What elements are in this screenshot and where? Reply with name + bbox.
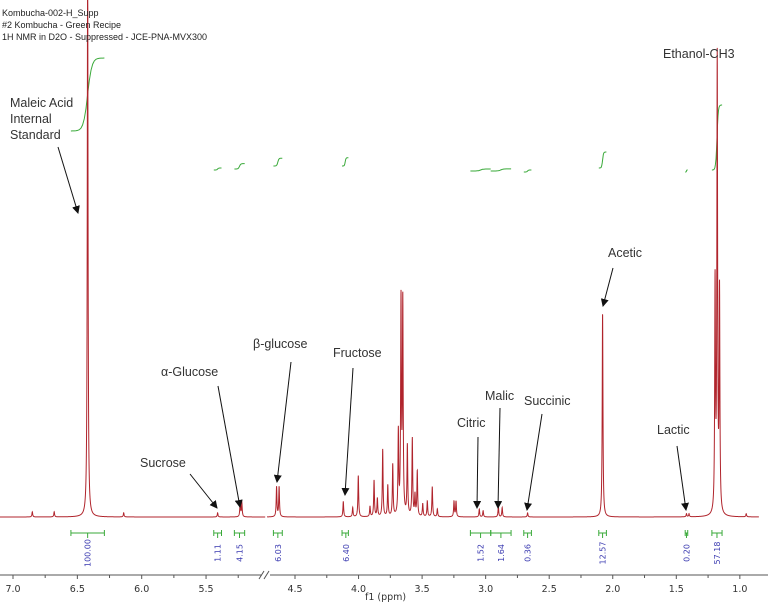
annotation-ethanol-ch3: Ethanol-CH3 <box>663 47 735 61</box>
annotation-maleic-acid: Maleic Acid <box>10 96 73 110</box>
x-tick-label: 6.0 <box>134 584 149 595</box>
annotation-fructose: Fructose <box>333 346 382 360</box>
spectrum-segment-left <box>0 0 266 518</box>
sample-id: Kombucha-002-H_Supp <box>2 8 99 18</box>
annotation-lactic: Lactic <box>657 423 690 437</box>
spectrum-segment-right <box>266 47 759 518</box>
annotation-arrow-beta-glucose <box>273 361 292 483</box>
integral-value: 1.64 <box>497 544 506 562</box>
annotation-arrow-lactic <box>676 445 689 511</box>
integral-curve <box>523 169 532 173</box>
integral-curve <box>598 151 607 169</box>
integral-curves <box>70 57 723 173</box>
annotation-arrow-alpha-glucose <box>217 385 243 508</box>
spectrum-header: Kombucha-002-H_Supp #2 Kombucha - Green … <box>2 7 207 43</box>
x-axis-label: f1 (ppm) <box>365 592 406 603</box>
annotation-arrow-succinic <box>524 413 543 511</box>
annotation-malic: Malic <box>485 389 514 403</box>
annotation-maleic-acid: Standard <box>10 128 61 142</box>
integral-value: 1.52 <box>477 544 486 562</box>
annotation-arrow-maleic-acid <box>57 146 80 214</box>
integral-value: 4.15 <box>236 544 245 562</box>
integral-brackets: 100.00 1.11 4.15 6.03 6.40 1.52 1.64 0.36 12.57 0… <box>70 530 723 567</box>
integral-value: 100.00 <box>84 539 93 567</box>
annotation-arrow-fructose <box>341 367 354 496</box>
integral-value: 6.03 <box>274 544 283 562</box>
integral-curve <box>685 169 688 173</box>
integral-curve <box>470 168 491 172</box>
integral-curve <box>234 163 245 170</box>
integral-curve <box>213 167 222 171</box>
annotation-arrow-malic <box>494 407 503 509</box>
integral-value: 12.57 <box>599 542 608 565</box>
annotation-succinic: Succinic <box>524 394 571 408</box>
x-tick-label: 2.0 <box>605 584 620 595</box>
x-tick-label: 4.0 <box>351 584 366 595</box>
integral-value: 57.18 <box>713 542 722 565</box>
annotation-arrow-sucrose <box>189 473 218 509</box>
x-axis: 7.0 6.5 6.0 5.5 4.5 4.0 3.5 3.0 2.5 2.0 1.5 1.0 <box>0 570 768 595</box>
axis-break-mark <box>258 570 270 580</box>
experiment-description: 1H NMR in D2O - Suppressed - JCE-PNA-MVX… <box>2 32 208 42</box>
annotation-citric: Citric <box>457 416 485 430</box>
x-tick-label: 2.5 <box>542 584 557 595</box>
integral-curve <box>490 168 512 172</box>
integral-value: 0.36 <box>524 544 533 562</box>
annotation-arrow-citric <box>473 436 482 509</box>
x-tick-label: 4.5 <box>287 584 302 595</box>
annotation-acetic: Acetic <box>608 246 642 260</box>
integral-curve <box>342 157 349 167</box>
x-tick-label: 3.5 <box>415 584 430 595</box>
spectrum-trace <box>0 0 759 518</box>
x-tick-label: 1.5 <box>669 584 684 595</box>
x-tick-label: 7.0 <box>5 584 20 595</box>
sample-description: #2 Kombucha - Green Recipe <box>2 20 122 30</box>
annotation-arrow-acetic <box>600 267 614 307</box>
integral-value: 0.20 <box>682 544 691 562</box>
annotation-beta-glucose: β-glucose <box>253 337 307 351</box>
annotation-alpha-glucose: α-Glucose <box>161 365 218 379</box>
x-tick-label: 6.5 <box>70 584 85 595</box>
peak-annotations: Maleic Acid Internal Standard Sucrose α-Gluc… <box>10 47 735 511</box>
x-tick-label: 3.0 <box>478 584 493 595</box>
x-tick-label: 5.5 <box>198 584 213 595</box>
integral-value: 1.11 <box>214 544 223 562</box>
annotation-maleic-acid: Internal <box>10 112 52 126</box>
x-tick-label: 1.0 <box>732 584 747 595</box>
integral-curve <box>273 157 283 167</box>
integral-value: 6.40 <box>342 544 351 562</box>
annotation-sucrose: Sucrose <box>140 456 186 470</box>
